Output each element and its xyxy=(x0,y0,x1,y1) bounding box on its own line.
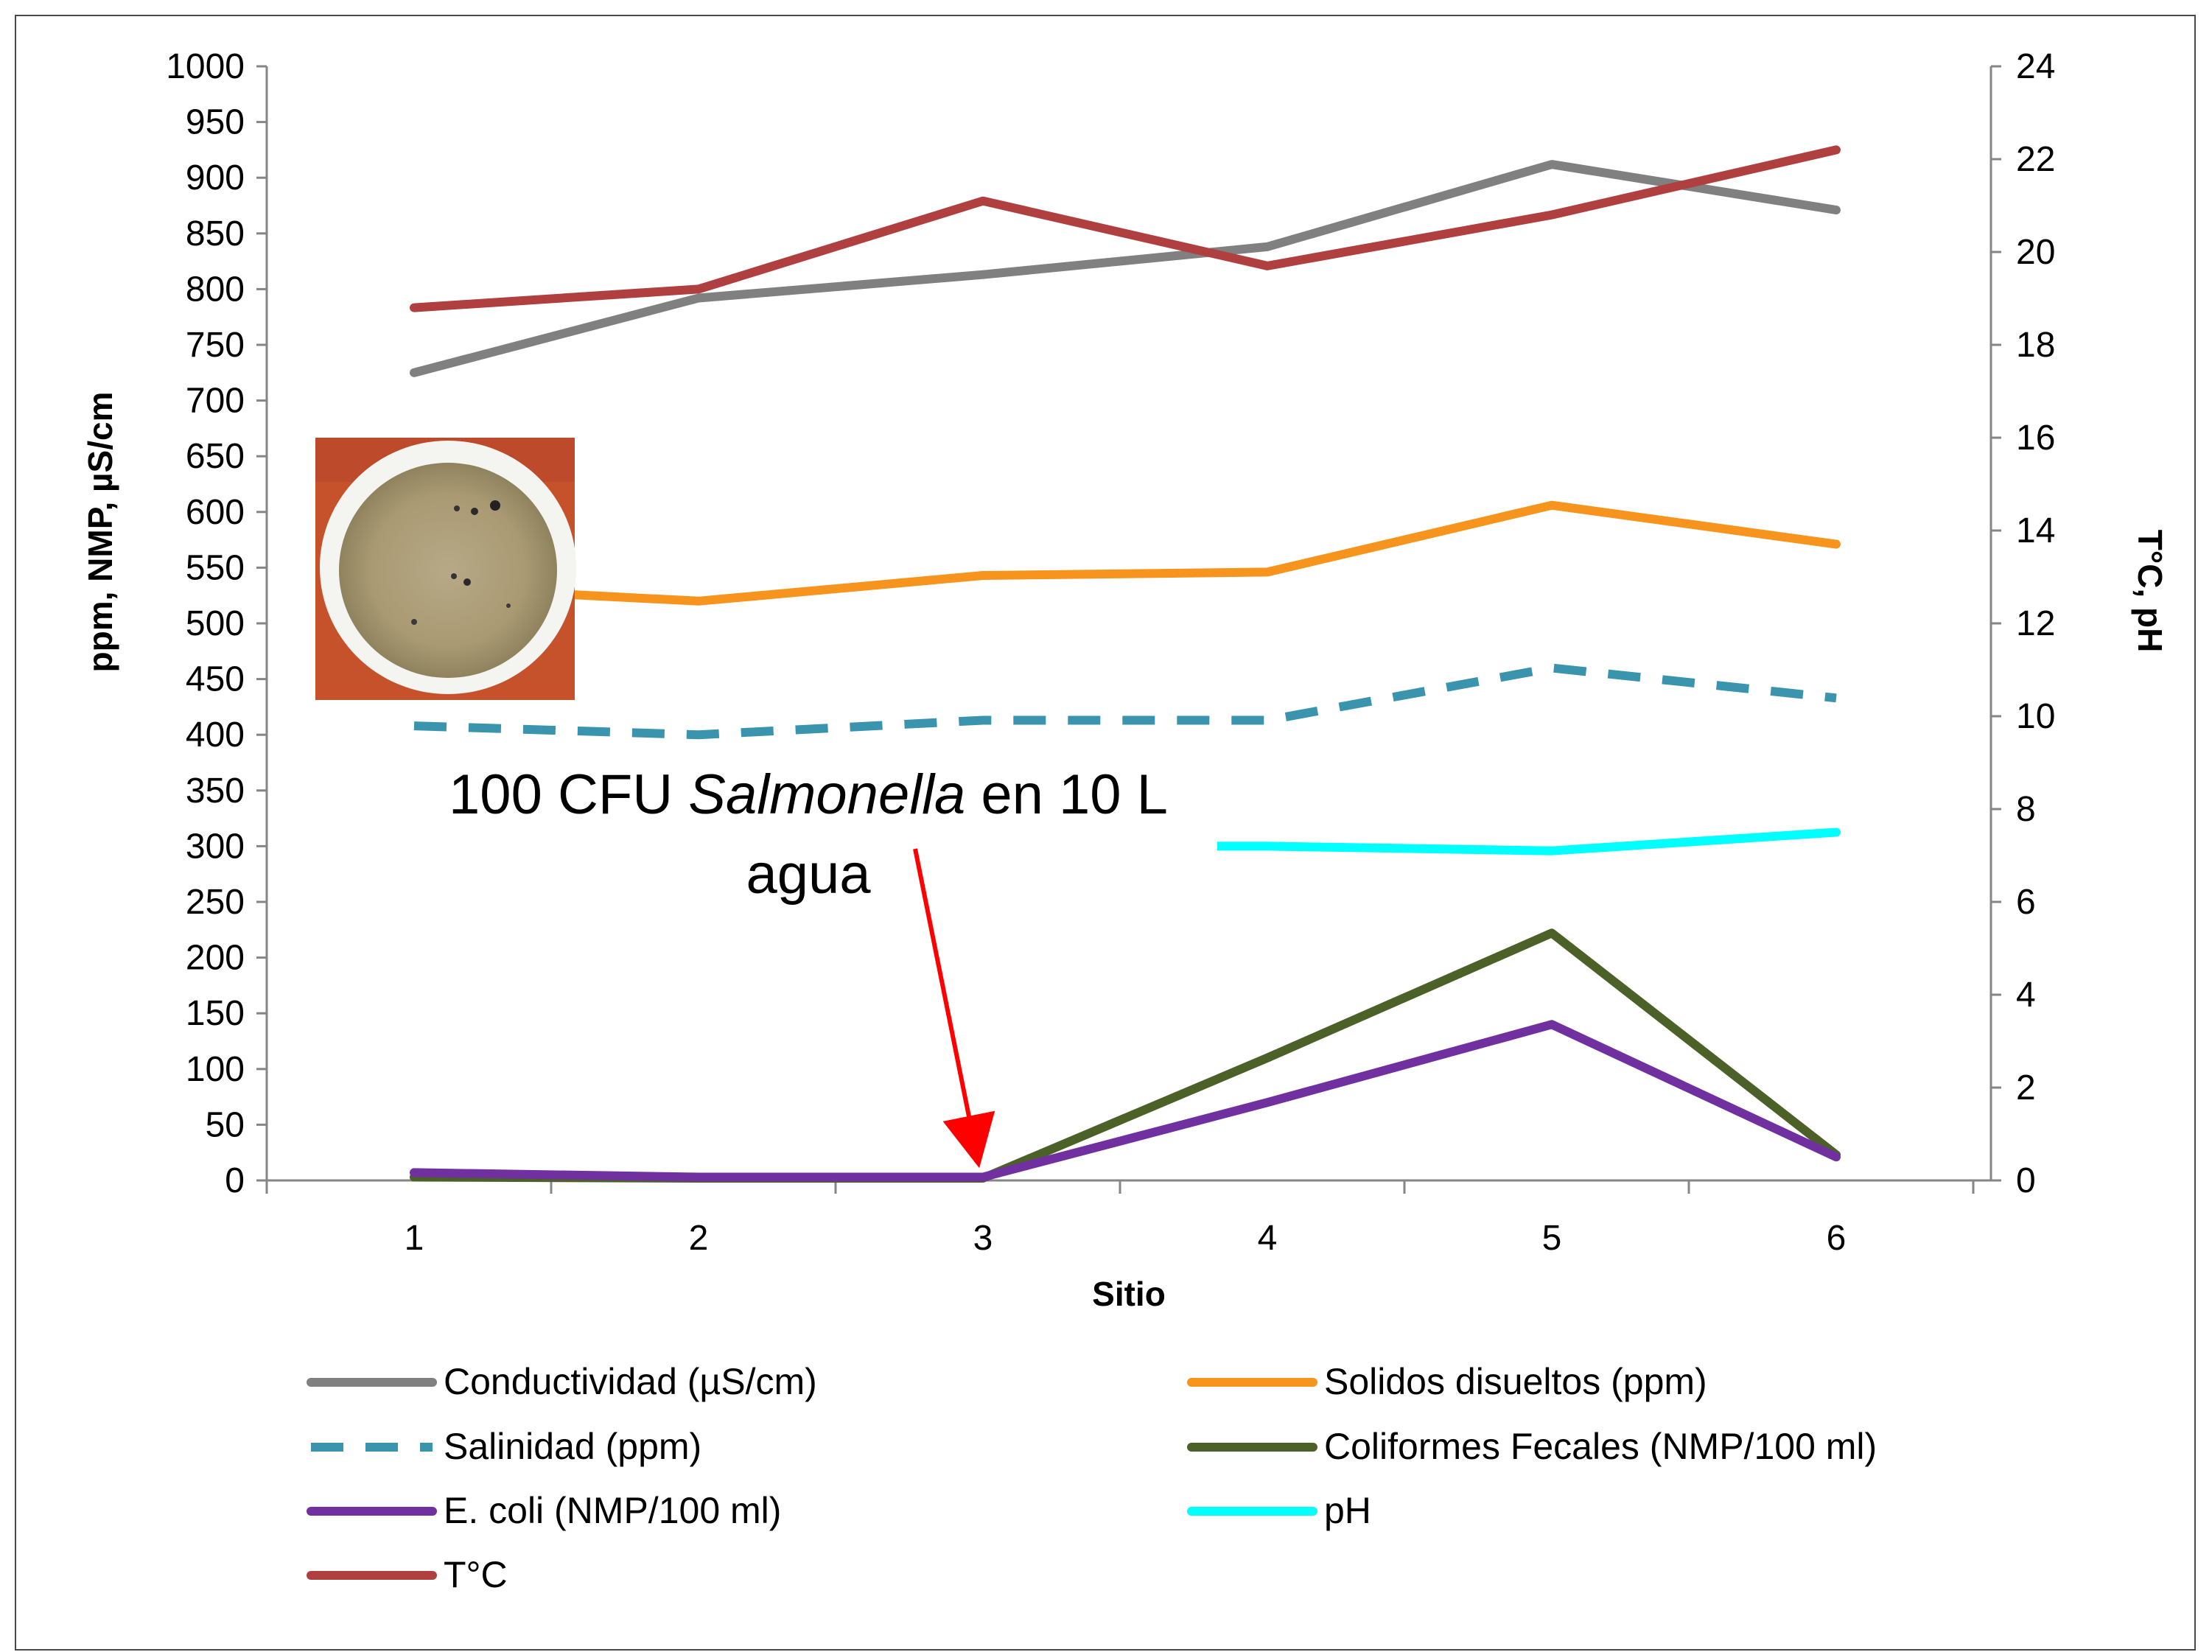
left-y-tick-label: 450 xyxy=(186,660,245,699)
right-y-tick-label: 8 xyxy=(2016,790,2036,829)
left-y-tick-label: 0 xyxy=(225,1161,245,1200)
x-tick-label: 4 xyxy=(1258,1219,1278,1258)
left-y-tick-label: 900 xyxy=(186,158,245,197)
left-y-axis-title: ppm, NMP, µS/cm xyxy=(81,392,119,673)
chart-frame: 0 50 100 150 200 250 300 350 400 450 500 550 600 650 7… xyxy=(15,15,2196,1651)
right-y-tick-label: 2 xyxy=(2016,1068,2036,1107)
legend-label: Solidos disueltos (ppm) xyxy=(1324,1361,1707,1402)
left-y-tick-label: 400 xyxy=(186,715,245,755)
left-y-tick-label: 600 xyxy=(186,493,245,532)
right-y-tick-label: 16 xyxy=(2016,419,2055,458)
petri-dish-photo xyxy=(315,438,576,700)
left-y-tick-label: 50 xyxy=(206,1105,245,1144)
left-y-tick-label: 850 xyxy=(186,214,245,253)
left-y-tick-label: 1000 xyxy=(166,47,245,86)
x-tick-label: 3 xyxy=(973,1219,993,1258)
right-y-tick-label: 0 xyxy=(2016,1161,2036,1200)
series-line-conductividad-s-cm xyxy=(410,160,1841,377)
left-y-tick-label: 250 xyxy=(186,883,245,922)
annotation-background xyxy=(399,750,1217,920)
x-tick-label: 2 xyxy=(689,1219,709,1258)
right-y-tick-label: 6 xyxy=(2016,883,2036,922)
series-line-solidos-disueltos-ppm xyxy=(410,500,1841,606)
left-y-tick-label: 800 xyxy=(186,270,245,309)
right-y-tick-label: 12 xyxy=(2016,604,2055,643)
right-y-axis-title: T°C, pH xyxy=(2131,530,2169,653)
left-y-tick-label: 550 xyxy=(186,548,245,587)
series-line-t-c xyxy=(410,145,1841,312)
x-tick-label: 1 xyxy=(405,1219,424,1258)
line-chart: 0501001502002503003504004505005506006507… xyxy=(81,47,2169,1595)
x-tick-label: 6 xyxy=(1827,1219,1847,1258)
left-y-tick-label: 100 xyxy=(186,1050,245,1089)
left-y-tick-label: 650 xyxy=(186,437,245,476)
x-tick-label: 5 xyxy=(1542,1219,1562,1258)
right-y-tick-label: 20 xyxy=(2016,233,2055,272)
right-y-tick-label: 18 xyxy=(2016,326,2055,365)
x-axis-title: Sitio xyxy=(1092,1275,1166,1313)
legend-label: T°C xyxy=(444,1554,508,1595)
annotation-arrow xyxy=(913,848,995,1169)
left-y-tick-label: 950 xyxy=(186,103,245,142)
right-y-tick-label: 10 xyxy=(2016,697,2055,736)
left-y-tick-label: 150 xyxy=(186,994,245,1033)
right-y-tick-label: 14 xyxy=(2016,511,2055,550)
legend-label: Coliformes Fecales (NMP/100 ml) xyxy=(1324,1426,1877,1467)
annotation-line-1: 100 CFU Salmonella en 10 L xyxy=(449,763,1168,826)
series-line-e-coli-nmp-100-ml xyxy=(410,1020,1841,1182)
right-y-tick-label: 4 xyxy=(2016,976,2036,1015)
left-y-tick-label: 750 xyxy=(186,326,245,365)
annotation-line-2: agua xyxy=(746,843,871,906)
right-y-tick-label: 24 xyxy=(2016,47,2055,86)
series-line-salinidad-ppm xyxy=(413,663,1837,740)
legend-label: Salinidad (ppm) xyxy=(444,1426,701,1467)
legend-label: Conductividad (µS/cm) xyxy=(444,1361,817,1402)
legend-label: E. coli (NMP/100 ml) xyxy=(444,1490,781,1531)
right-y-tick-label: 22 xyxy=(2016,140,2055,179)
left-y-tick-label: 700 xyxy=(186,382,245,421)
left-y-tick-label: 200 xyxy=(186,939,245,978)
left-y-tick-label: 350 xyxy=(186,771,245,811)
left-y-tick-label: 300 xyxy=(186,827,245,866)
legend-label: pH xyxy=(1324,1490,1371,1531)
left-y-tick-label: 500 xyxy=(186,604,245,643)
